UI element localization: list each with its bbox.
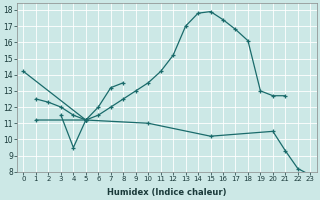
X-axis label: Humidex (Indice chaleur): Humidex (Indice chaleur)	[107, 188, 227, 197]
